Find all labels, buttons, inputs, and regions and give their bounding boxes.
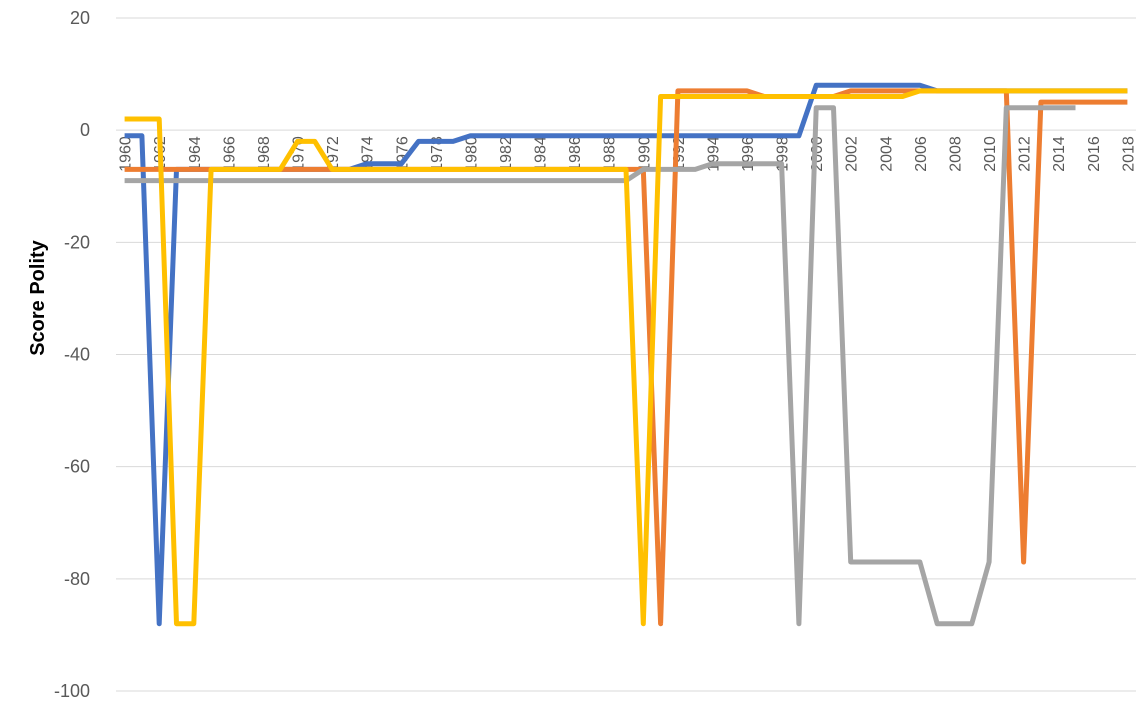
x-tick-label: 1990 <box>636 136 653 172</box>
x-tick-label: 1996 <box>740 136 757 172</box>
x-tick-label: 1968 <box>256 136 273 172</box>
y-tick-label: -60 <box>64 457 90 477</box>
x-tick-label: 2006 <box>913 136 930 172</box>
y-tick-label: 0 <box>80 120 90 140</box>
x-tick-label: 2008 <box>947 136 964 172</box>
y-tick-label: -80 <box>64 569 90 589</box>
x-tick-label: 1964 <box>187 136 204 172</box>
y-tick-label: -100 <box>54 681 90 701</box>
x-tick-label: 1982 <box>498 136 515 172</box>
series-line-4 <box>124 88 1128 627</box>
x-tick-label: 2000 <box>809 136 826 172</box>
x-tick-labels: 1960 1962 1964 1966 1968 1970 1972 1974 1976 1978… <box>118 136 1138 172</box>
x-tick-label: 2012 <box>1017 136 1034 172</box>
x-tick-label: 1984 <box>533 136 550 172</box>
x-tick-label: 2014 <box>1051 136 1068 172</box>
x-tick-label: 1986 <box>567 136 584 172</box>
y-tick-label: -20 <box>64 232 90 252</box>
x-tick-label: 1980 <box>463 136 480 172</box>
gridlines <box>116 17 1136 692</box>
y-axis-label: Score Polity <box>27 239 49 355</box>
series-line-3 <box>124 105 1076 627</box>
x-tick-label: 2004 <box>878 136 895 172</box>
x-tick-label: 1960 <box>118 136 135 172</box>
x-tick-label: 1988 <box>602 136 619 172</box>
x-tick-label: 2002 <box>844 136 861 172</box>
y-tick-labels: 20 0 -20 -40 -60 -80 -100 <box>54 8 90 701</box>
x-tick-label: 2016 <box>1086 136 1103 172</box>
y-tick-label: 20 <box>70 8 90 28</box>
y-tick-label: -40 <box>64 345 90 365</box>
series-lines <box>124 82 1128 627</box>
x-tick-label: 1978 <box>429 136 446 172</box>
x-tick-label: 2010 <box>982 136 999 172</box>
x-tick-label: 1966 <box>221 136 238 172</box>
x-tick-label: 2018 <box>1120 136 1137 172</box>
